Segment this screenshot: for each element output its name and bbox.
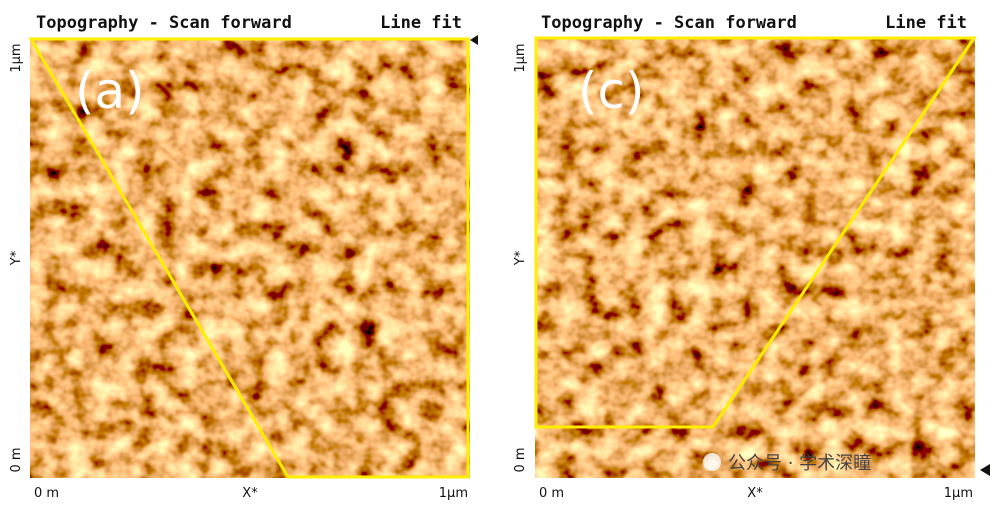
afm-image <box>535 38 975 478</box>
watermark: 公众号 · 学术深瞳 <box>728 453 871 474</box>
watermark-icon <box>703 453 721 471</box>
panel-label: (a) <box>75 62 145 120</box>
header-left: Topography - Scan forward <box>36 13 292 33</box>
y-bottom: 0 m <box>513 447 528 472</box>
x-mid: X* <box>242 486 258 501</box>
header-left: Topography - Scan forward <box>541 13 797 33</box>
panel-a: Topography - Scan forward Line fit (a) 1… <box>9 13 478 501</box>
y-mid: Y* <box>513 250 528 266</box>
x-left: 0 m <box>539 486 564 501</box>
x-left: 0 m <box>34 486 59 501</box>
header-right: Line fit <box>380 13 462 33</box>
y-bottom: 0 m <box>9 447 24 472</box>
selection-outline <box>534 36 977 429</box>
y-mid: Y* <box>9 250 24 266</box>
panel-c: Topography - Scan forward Line fit (c) 1… <box>513 13 990 501</box>
marker <box>980 464 990 476</box>
x-mid: X* <box>747 486 763 501</box>
watermark-group: 公众号 · 学术深瞳 <box>703 453 871 474</box>
x-right: 1µm <box>944 486 973 501</box>
x-right: 1µm <box>439 486 468 501</box>
afm-image <box>30 38 470 478</box>
y-top: 1µm <box>513 43 528 72</box>
marker <box>470 35 478 45</box>
header-right: Line fit <box>885 13 967 33</box>
panel-label: (c) <box>578 62 645 120</box>
selection-outline <box>28 37 470 479</box>
y-top: 1µm <box>9 43 24 72</box>
